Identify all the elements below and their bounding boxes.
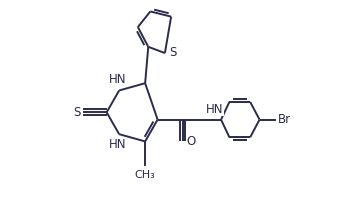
Text: O: O: [186, 135, 196, 148]
Text: S: S: [73, 106, 80, 119]
Text: HN: HN: [109, 73, 127, 86]
Text: S: S: [169, 46, 177, 58]
Text: HN: HN: [205, 103, 223, 116]
Text: HN: HN: [109, 138, 127, 151]
Text: Br: Br: [278, 113, 291, 126]
Text: CH₃: CH₃: [135, 170, 156, 180]
